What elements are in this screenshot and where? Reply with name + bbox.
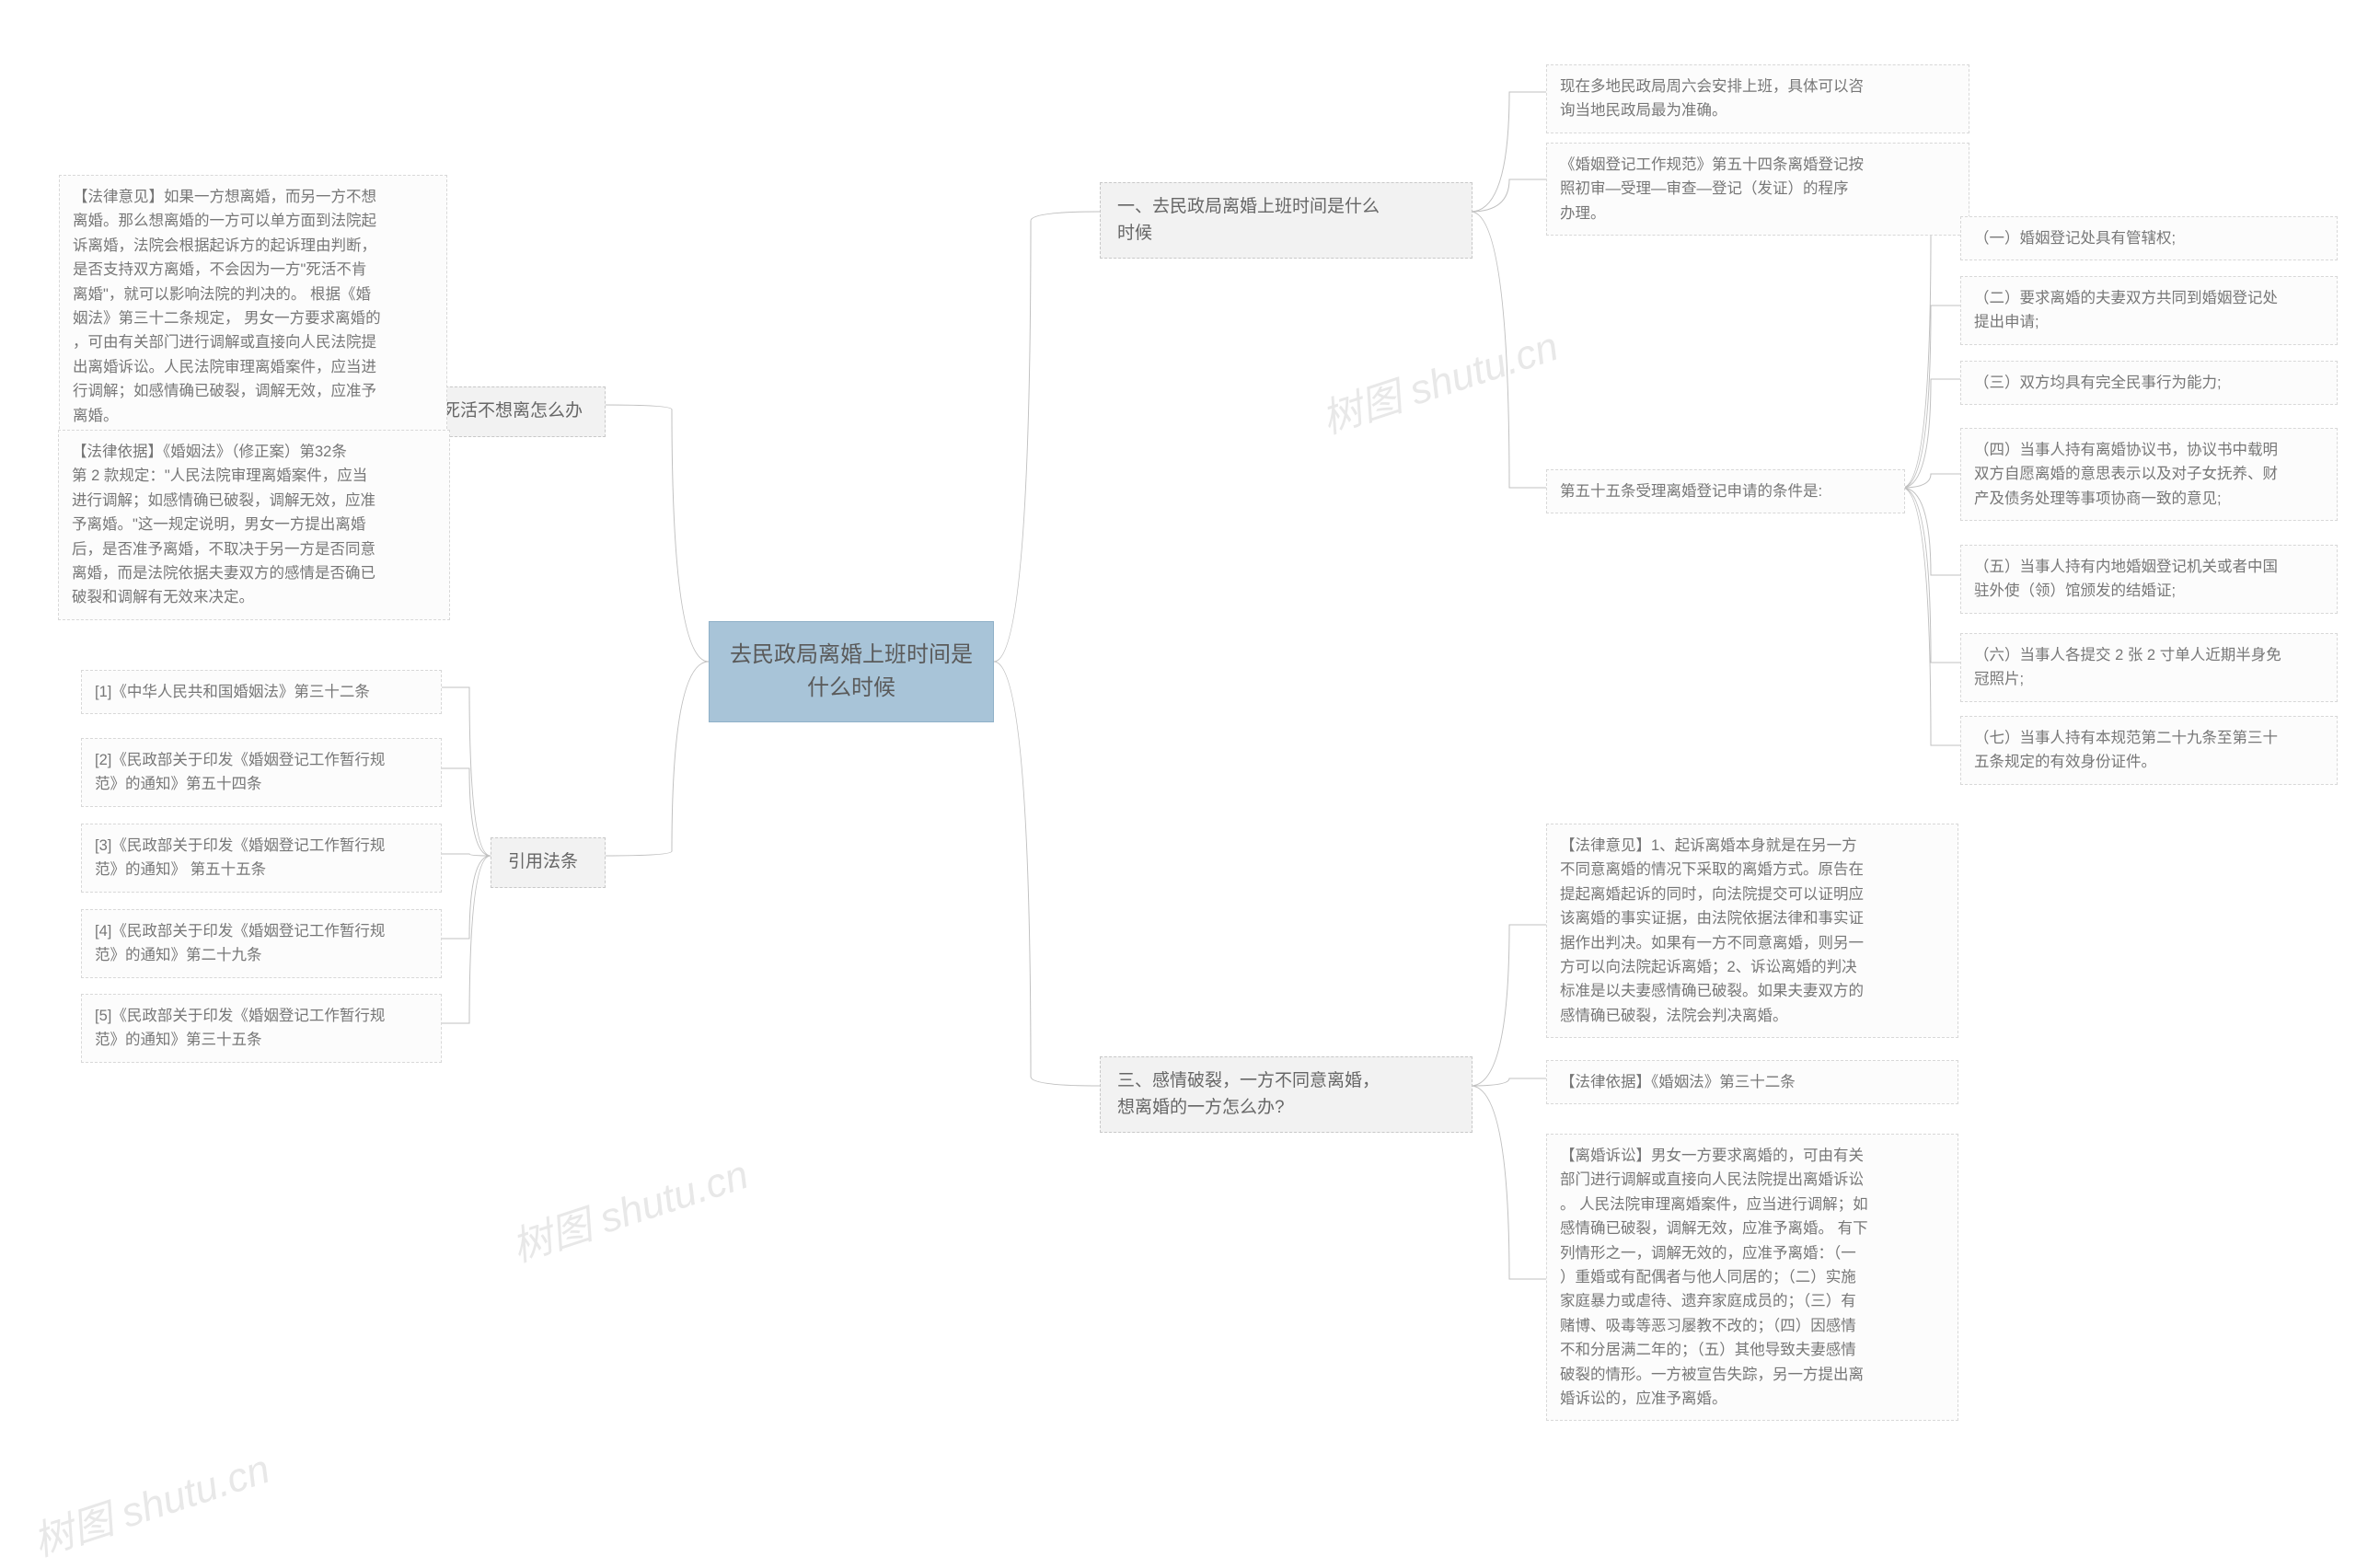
leaf-1-2: 《婚姻登记工作规范》第五十四条离婚登记按 照初审—受理—审查—登记（发证）的程序… — [1546, 143, 1969, 236]
branch-4: 引用法条 — [491, 837, 606, 888]
watermark: 树图 shutu.cn — [1313, 313, 1565, 444]
leaf-1-3-2: （二）要求离婚的夫妻双方共同到婚姻登记处 提出申请; — [1960, 276, 2338, 345]
leaf-1-3-6: （六）当事人各提交 2 张 2 寸单人近期半身免 冠照片; — [1960, 633, 2338, 702]
leaf-3-3: 【离婚诉讼】男女一方要求离婚的，可由有关 部门进行调解或直接向人民法院提出离婚诉… — [1546, 1134, 1958, 1421]
leaf-1-3-5: （五）当事人持有内地婚姻登记机关或者中国 驻外使（领）馆颁发的结婚证; — [1960, 545, 2338, 614]
leaf-4-2: [2]《民政部关于印发《婚姻登记工作暂行规 范》的通知》第五十四条 — [81, 738, 442, 807]
branch-3: 三、感情破裂，一方不同意离婚， 想离婚的一方怎么办? — [1100, 1056, 1472, 1133]
leaf-2-2: 【法律依据】《婚姻法》（修正案）第32条 第 2 款规定："人民法院审理离婚案件… — [58, 430, 450, 620]
leaf-4-4: [4]《民政部关于印发《婚姻登记工作暂行规 范》的通知》第二十九条 — [81, 909, 442, 978]
leaf-1-1: 现在多地民政局周六会安排上班，具体可以咨 询当地民政局最为准确。 — [1546, 64, 1969, 133]
leaf-1-3-1: （一）婚姻登记处具有管辖权; — [1960, 216, 2338, 260]
leaf-4-1: [1]《中华人民共和国婚姻法》第三十二条 — [81, 670, 442, 714]
leaf-4-3: [3]《民政部关于印发《婚姻登记工作暂行规 范》的通知》 第五十五条 — [81, 824, 442, 893]
leaf-3-2: 【法律依据】《婚姻法》第三十二条 — [1546, 1060, 1958, 1104]
watermark: 树图 shutu.cn — [503, 1141, 755, 1273]
leaf-1-3-7: （七）当事人持有本规范第二十九条至第三十 五条规定的有效身份证件。 — [1960, 716, 2338, 785]
branch-1: 一、去民政局离婚上班时间是什么 时候 — [1100, 182, 1472, 259]
root-text: 去民政局离婚上班时间是 什么时候 — [730, 642, 973, 700]
leaf-3-1: 【法律意见】1、起诉离婚本身就是在另一方 不同意离婚的情况下采取的离婚方式。原告… — [1546, 824, 1958, 1038]
leaf-1-3-3: （三）双方均具有完全民事行为能力; — [1960, 361, 2338, 405]
watermark: 树图 shutu.cn — [25, 1435, 276, 1567]
root-node: 去民政局离婚上班时间是 什么时候 — [709, 621, 994, 722]
leaf-1-3-4: （四）当事人持有离婚协议书，协议书中载明 双方自愿离婚的意思表示以及对子女抚养、… — [1960, 428, 2338, 521]
branch-1-3: 第五十五条受理离婚登记申请的条件是: — [1546, 469, 1905, 513]
leaf-4-5: [5]《民政部关于印发《婚姻登记工作暂行规 范》的通知》第三十五条 — [81, 994, 442, 1063]
leaf-2-1: 【法律意见】如果一方想离婚，而另一方不想 离婚。那么想离婚的一方可以单方面到法院… — [59, 175, 447, 438]
